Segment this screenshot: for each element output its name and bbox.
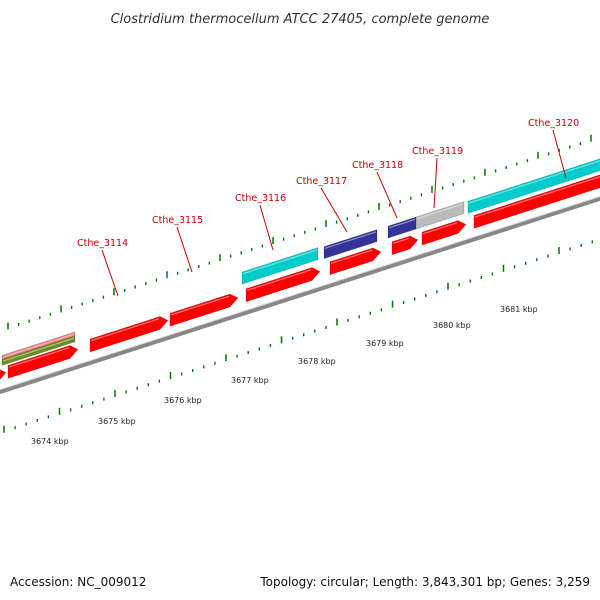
cds-arrow-8-gloss [422,222,458,235]
gene-leader-line [376,171,398,219]
cds-arrow-3-gloss [90,318,160,342]
cds-arrow-6 [329,247,382,276]
misc-feature-olive [1,335,76,366]
gene-label-cthe-3118: Cthe_3118 [352,160,403,171]
feature-block-navy-1-gloss [324,231,377,249]
kbp-label: 3677 kbp [231,376,269,385]
label-layer: Cthe_3114 Cthe_3115 Cthe_3116 Cthe_3117 Cthe… [31,118,579,446]
feature-block-teal-2-gloss [468,160,600,204]
feature-block-teal-1 [241,247,319,285]
kbp-label: 3676 kbp [164,396,202,405]
kbp-label: 3674 kbp [31,437,69,446]
topology-text: Topology: circular; Length: 3,843,301 bp… [259,575,590,589]
accession-text: Accession: NC_009012 [10,575,146,589]
cds-arrow-4-gloss [170,295,230,316]
gene-leader-line [320,187,348,233]
feature-block-navy-1 [323,229,378,260]
feature-block-gray-gloss [416,203,464,220]
kbp-label: 3680 kbp [433,321,471,330]
kbp-label: 3678 kbp [298,357,336,366]
cds-arrow-6-gloss [330,249,373,264]
feature-block-gray [415,201,465,230]
tick-layer [3,134,593,433]
gene-label-cthe-3117: Cthe_3117 [296,176,347,187]
gene-label-cthe-3120: Cthe_3120 [528,118,579,129]
map-title: Clostridium thermocellum ATCC 27405, com… [111,12,490,27]
cds-arrow-5 [245,267,321,303]
misc-feature-pink-gloss [2,333,75,358]
feature-layer [0,158,600,380]
gene-label-cthe-3119: Cthe_3119 [412,146,463,157]
cds-arrow-3 [89,316,169,353]
gene-leader-line [176,226,193,273]
gene-label-cthe-3116: Cthe_3116 [235,193,286,204]
gene-leader-line [552,129,567,179]
genome-backbone-highlight [0,195,600,391]
cds-arrow-4 [169,293,239,327]
cds-arrow-1 [0,369,7,380]
gene-leader-line [259,204,274,251]
cds-arrow-7 [391,235,419,256]
cds-arrow-2 [7,345,79,379]
cds-arrow-9 [473,174,600,229]
genome-backbone [0,196,600,395]
kbp-label: 3679 kbp [366,339,404,348]
gene-leader-line [101,249,119,297]
cds-arrow-2-gloss [8,347,70,368]
gene-leader-line [433,157,438,209]
cds-arrow-7-gloss [392,237,410,245]
misc-feature-olive-gloss [2,337,75,362]
feature-block-navy-2-gloss [388,218,416,229]
cds-arrow-5-gloss [246,269,312,292]
gene-label-cthe-3115: Cthe_3115 [152,215,203,226]
kbp-label: 3675 kbp [98,417,136,426]
cds-arrow-8 [421,220,467,246]
gene-label-cthe-3114: Cthe_3114 [77,238,128,249]
backbone-layer [0,195,600,395]
feature-block-teal-1-gloss [242,249,318,275]
feature-block-teal-2 [467,158,600,214]
cds-arrow-9-gloss [474,176,600,218]
kbp-label: 3681 kbp [500,305,538,314]
